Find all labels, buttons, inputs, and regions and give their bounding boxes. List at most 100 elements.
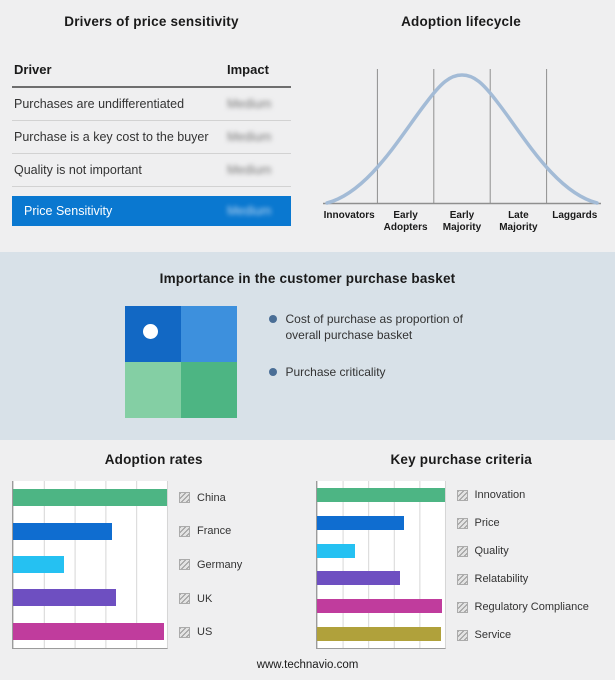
hatch-swatch-icon bbox=[456, 601, 468, 613]
legend-item: Regulatory Compliance bbox=[456, 601, 589, 613]
bar-france bbox=[13, 522, 112, 540]
bar-service bbox=[316, 627, 441, 642]
bar-price bbox=[316, 515, 404, 530]
table-header-row: Driver Impact bbox=[12, 53, 291, 88]
legend-label: China bbox=[197, 491, 226, 504]
stage-label-early-majority: Early Majority bbox=[442, 210, 482, 233]
footer-url: www.technavio.com bbox=[256, 659, 359, 671]
drivers-panel: Drivers of price sensitivity Driver Impa… bbox=[0, 0, 305, 252]
key-purchase-criteria-title: Key purchase criteria bbox=[390, 452, 533, 467]
bar-innovation bbox=[316, 487, 445, 502]
list-item: Cost of purchase as proportion of overal… bbox=[268, 312, 491, 343]
basket-title: Importance in the customer purchase bask… bbox=[159, 271, 456, 286]
adoption-rates-legend: China France Germany UK bbox=[179, 481, 242, 649]
legend-item: France bbox=[179, 525, 242, 537]
bar-china bbox=[13, 489, 167, 507]
bell-curve-line bbox=[325, 73, 599, 205]
key-purchase-criteria-panel: Key purchase criteria Innovation bbox=[308, 450, 615, 655]
table-row: Quality is not important Medium bbox=[12, 154, 291, 187]
impact-cell: Medium bbox=[227, 204, 272, 218]
bullet-icon bbox=[268, 315, 277, 323]
legend-item: China bbox=[179, 492, 242, 504]
legend-label: Regulatory Compliance bbox=[474, 601, 589, 613]
driver-cell: Purchases are undifferentiated bbox=[14, 97, 185, 111]
legend-item: Price bbox=[456, 517, 589, 529]
hatch-swatch-icon bbox=[456, 517, 468, 529]
stage-label-laggards: Laggards bbox=[552, 210, 598, 221]
legend-label: US bbox=[197, 626, 213, 639]
hatch-swatch-icon bbox=[179, 559, 190, 571]
impact-cell: Medium bbox=[227, 130, 272, 144]
hatch-swatch-icon bbox=[179, 492, 190, 504]
stage-label-innovators: Innovators bbox=[323, 210, 375, 221]
stage-labels: Innovators Early Adopters Early Majority… bbox=[321, 210, 603, 233]
adoption-rates-title: Adoption rates bbox=[104, 452, 203, 467]
hatch-swatch-icon bbox=[456, 489, 468, 501]
bar-regulatory-compliance bbox=[316, 599, 442, 614]
legend-label: Relatability bbox=[474, 573, 529, 585]
legend-item: UK bbox=[179, 593, 242, 605]
quadrant-top-right bbox=[180, 306, 237, 362]
hatch-swatch-icon bbox=[456, 573, 468, 585]
hatch-swatch-icon bbox=[456, 629, 468, 641]
impact-cell: Medium bbox=[227, 163, 272, 177]
drivers-title: Drivers of price sensitivity bbox=[64, 14, 239, 29]
legend-label: Germany bbox=[197, 558, 243, 571]
table-row: Purchase is a key cost to the buyer Medi… bbox=[12, 121, 291, 154]
list-item: Purchase criticality bbox=[268, 365, 491, 381]
legend-item: Quality bbox=[456, 545, 589, 557]
footer: www.technavio.com bbox=[0, 659, 615, 671]
bar-quality bbox=[316, 543, 355, 558]
bell-curve-chart bbox=[323, 69, 601, 205]
legend-label: Quality bbox=[474, 545, 509, 557]
driver-cell: Purchase is a key cost to the buyer bbox=[14, 130, 209, 144]
adoption-rates-plot bbox=[12, 481, 168, 649]
position-marker-dot bbox=[142, 324, 158, 339]
purchase-basket-section: Importance in the customer purchase bask… bbox=[0, 252, 615, 440]
impact-column-header: Impact bbox=[227, 62, 269, 77]
stage-label-late-majority: Late Majority bbox=[499, 210, 538, 233]
driver-column-header: Driver bbox=[14, 62, 52, 77]
lifecycle-chart: Innovators Early Adopters Early Majority… bbox=[321, 55, 607, 233]
driver-cell: Price Sensitivity bbox=[24, 204, 113, 218]
legend-label: Innovation bbox=[474, 489, 526, 501]
price-sensitivity-row: Price Sensitivity Medium bbox=[12, 196, 291, 226]
legend-item: US bbox=[179, 626, 242, 638]
bar-uk bbox=[13, 589, 117, 607]
adoption-rates-panel: Adoption rates China France bbox=[0, 450, 308, 655]
hatch-swatch-icon bbox=[456, 545, 468, 557]
hatch-swatch-icon bbox=[179, 593, 190, 605]
bullet-text: Cost of purchase as proportion of overal… bbox=[285, 312, 463, 342]
impact-cell: Medium bbox=[227, 97, 272, 111]
basket-bullet-list: Cost of purchase as proportion of overal… bbox=[268, 312, 491, 381]
lifecycle-title: Adoption lifecycle bbox=[401, 14, 521, 29]
drivers-table: Driver Impact Purchases are undifferenti… bbox=[12, 53, 291, 226]
bullet-text: Purchase criticality bbox=[285, 365, 386, 380]
legend-item: Service bbox=[456, 629, 589, 641]
bottom-section: Adoption rates China France bbox=[0, 440, 615, 655]
legend-item: Innovation bbox=[456, 489, 589, 501]
quadrant-bottom-right bbox=[180, 362, 237, 418]
legend-label: Service bbox=[474, 629, 512, 641]
quadrant-matrix bbox=[124, 306, 237, 418]
driver-cell: Quality is not important bbox=[14, 163, 142, 177]
table-row: Purchases are undifferentiated Medium bbox=[12, 88, 291, 121]
bullet-icon bbox=[268, 368, 277, 377]
key-purchase-criteria-plot bbox=[315, 481, 446, 649]
legend-label: France bbox=[197, 525, 232, 538]
legend-item: Relatability bbox=[456, 573, 589, 585]
legend-item: Germany bbox=[179, 559, 242, 571]
top-section: Drivers of price sensitivity Driver Impa… bbox=[0, 0, 615, 252]
hatch-swatch-icon bbox=[179, 626, 190, 638]
bar-germany bbox=[13, 555, 64, 573]
quadrant-bottom-left bbox=[124, 362, 181, 418]
bar-us bbox=[13, 622, 164, 640]
stage-label-early-adopters: Early Adopters bbox=[383, 210, 428, 233]
legend-label: UK bbox=[197, 592, 213, 605]
bar-relatability bbox=[316, 571, 400, 586]
hatch-swatch-icon bbox=[179, 525, 190, 537]
legend-label: Price bbox=[474, 517, 500, 529]
lifecycle-panel: Adoption lifecycle Innovators Early Adop… bbox=[305, 0, 615, 252]
key-purchase-criteria-legend: Innovation Price Quality Relatability bbox=[456, 481, 589, 649]
